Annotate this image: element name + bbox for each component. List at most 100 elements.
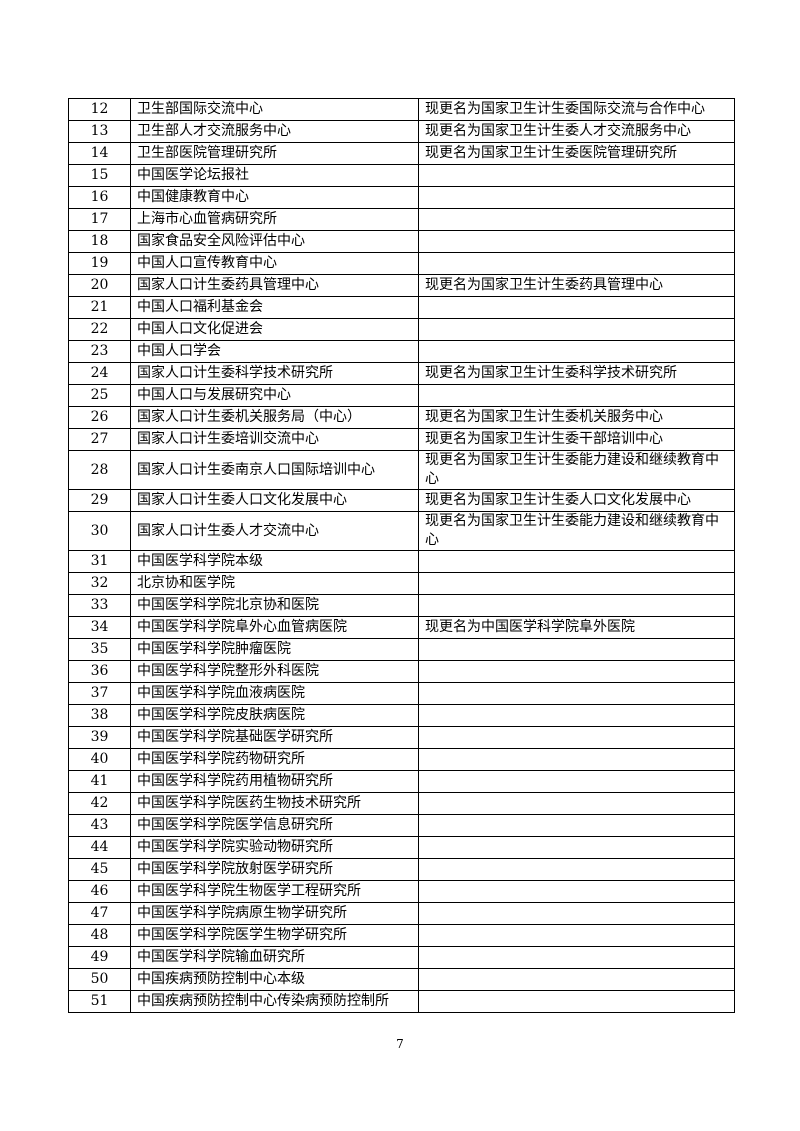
table-row: 34 中国医学科学院阜外心血管病医院 现更名为中国医学科学院阜外医院: [68, 616, 735, 639]
row-number: 42: [68, 792, 131, 815]
rename-note: [418, 704, 735, 727]
table-row: 50 中国疾病预防控制中心本级: [68, 968, 735, 991]
row-number: 40: [68, 748, 131, 771]
institution-name: 中国医学科学院皮肤病医院: [130, 704, 419, 727]
row-number: 15: [68, 164, 131, 187]
row-number: 24: [68, 362, 131, 385]
rename-note: [418, 252, 735, 275]
rename-note: [418, 318, 735, 341]
rename-note: 现更名为国家卫生计生委人才交流服务中心: [418, 120, 735, 143]
institution-name: 中国医学科学院阜外心血管病医院: [130, 616, 419, 639]
table-row: 14 卫生部医院管理研究所 现更名为国家卫生计生委医院管理研究所: [68, 142, 735, 165]
row-number: 48: [68, 924, 131, 947]
institution-name: 中国医学科学院血液病医院: [130, 682, 419, 705]
rename-note: [418, 660, 735, 683]
institution-name: 中国医学科学院整形外科医院: [130, 660, 419, 683]
rename-note: [418, 682, 735, 705]
institution-name: 上海市心血管病研究所: [130, 208, 419, 231]
institution-name: 国家人口计生委药具管理中心: [130, 274, 419, 297]
institution-name: 中国医学论坛报社: [130, 164, 419, 187]
institution-name: 中国医学科学院药物研究所: [130, 748, 419, 771]
institution-name: 北京协和医学院: [130, 572, 419, 595]
institution-name: 中国人口学会: [130, 340, 419, 363]
table-row: 18 国家食品安全风险评估中心: [68, 230, 735, 253]
rename-note: [418, 880, 735, 903]
institution-name: 中国健康教育中心: [130, 186, 419, 209]
row-number: 35: [68, 638, 131, 661]
table-row: 51 中国疾病预防控制中心传染病预防控制所: [68, 990, 735, 1013]
institution-name: 中国医学科学院输血研究所: [130, 946, 419, 969]
rename-note: 现更名为国家卫生计生委能力建设和继续教育中心: [418, 511, 735, 551]
row-number: 41: [68, 770, 131, 793]
institution-name: 中国人口福利基金会: [130, 296, 419, 319]
rename-note: [418, 836, 735, 859]
institution-name: 中国医学科学院医学信息研究所: [130, 814, 419, 837]
institution-name: 国家人口计生委人口文化发展中心: [130, 489, 419, 512]
row-number: 34: [68, 616, 131, 639]
row-number: 38: [68, 704, 131, 727]
institution-name: 中国医学科学院肿瘤医院: [130, 638, 419, 661]
row-number: 50: [68, 968, 131, 991]
table-row: 45 中国医学科学院放射医学研究所: [68, 858, 735, 881]
table-row: 49 中国医学科学院输血研究所: [68, 946, 735, 969]
row-number: 14: [68, 142, 131, 165]
row-number: 20: [68, 274, 131, 297]
table-row: 48 中国医学科学院医学生物学研究所: [68, 924, 735, 947]
row-number: 33: [68, 594, 131, 617]
rename-note: [418, 296, 735, 319]
rename-note: [418, 770, 735, 793]
rename-note: 现更名为国家卫生计生委科学技术研究所: [418, 362, 735, 385]
rename-note: 现更名为国家卫生计生委机关服务中心: [418, 406, 735, 429]
table-row: 20 国家人口计生委药具管理中心 现更名为国家卫生计生委药具管理中心: [68, 274, 735, 297]
table-row: 41 中国医学科学院药用植物研究所: [68, 770, 735, 793]
row-number: 16: [68, 186, 131, 209]
rename-note: [418, 550, 735, 573]
row-number: 39: [68, 726, 131, 749]
rename-note: [418, 340, 735, 363]
row-number: 23: [68, 340, 131, 363]
row-number: 18: [68, 230, 131, 253]
institution-name: 国家人口计生委人才交流中心: [130, 511, 419, 551]
institution-name: 中国医学科学院北京协和医院: [130, 594, 419, 617]
table-row: 17 上海市心血管病研究所: [68, 208, 735, 231]
rename-note: [418, 858, 735, 881]
table-row: 44 中国医学科学院实验动物研究所: [68, 836, 735, 859]
rename-note: [418, 814, 735, 837]
institution-name: 中国疾病预防控制中心传染病预防控制所: [130, 990, 419, 1013]
row-number: 27: [68, 428, 131, 451]
table-row: 38 中国医学科学院皮肤病医院: [68, 704, 735, 727]
table-row: 36 中国医学科学院整形外科医院: [68, 660, 735, 683]
rename-note: [418, 384, 735, 407]
table-row: 31 中国医学科学院本级: [68, 550, 735, 573]
institution-name: 国家食品安全风险评估中心: [130, 230, 419, 253]
institution-name: 中国医学科学院基础医学研究所: [130, 726, 419, 749]
row-number: 17: [68, 208, 131, 231]
institution-name: 中国医学科学院实验动物研究所: [130, 836, 419, 859]
table-row: 47 中国医学科学院病原生物学研究所: [68, 902, 735, 925]
row-number: 22: [68, 318, 131, 341]
rename-note: [418, 164, 735, 187]
institution-name: 中国医学科学院放射医学研究所: [130, 858, 419, 881]
institution-name: 中国医学科学院本级: [130, 550, 419, 573]
row-number: 44: [68, 836, 131, 859]
table-row: 37 中国医学科学院血液病医院: [68, 682, 735, 705]
row-number: 13: [68, 120, 131, 143]
table-row: 22 中国人口文化促进会: [68, 318, 735, 341]
institution-table: 12 卫生部国际交流中心 现更名为国家卫生计生委国际交流与合作中心 13 卫生部人才交流…: [68, 98, 735, 1013]
rename-note: [418, 990, 735, 1013]
rename-note: 现更名为国家卫生计生委人口文化发展中心: [418, 489, 735, 512]
rename-note: [418, 726, 735, 749]
table-row: 16 中国健康教育中心: [68, 186, 735, 209]
institution-name: 国家人口计生委科学技术研究所: [130, 362, 419, 385]
table-row: 12 卫生部国际交流中心 现更名为国家卫生计生委国际交流与合作中心: [68, 98, 735, 121]
table-row: 29 国家人口计生委人口文化发展中心 现更名为国家卫生计生委人口文化发展中心: [68, 489, 735, 512]
table-row: 42 中国医学科学院医药生物技术研究所: [68, 792, 735, 815]
row-number: 37: [68, 682, 131, 705]
rename-note: [418, 748, 735, 771]
table-row: 28 国家人口计生委南京人口国际培训中心 现更名为国家卫生计生委能力建设和继续教育中…: [68, 450, 735, 490]
institution-name: 中国医学科学院病原生物学研究所: [130, 902, 419, 925]
row-number: 47: [68, 902, 131, 925]
row-number: 12: [68, 98, 131, 121]
table-row: 26 国家人口计生委机关服务局（中心） 现更名为国家卫生计生委机关服务中心: [68, 406, 735, 429]
